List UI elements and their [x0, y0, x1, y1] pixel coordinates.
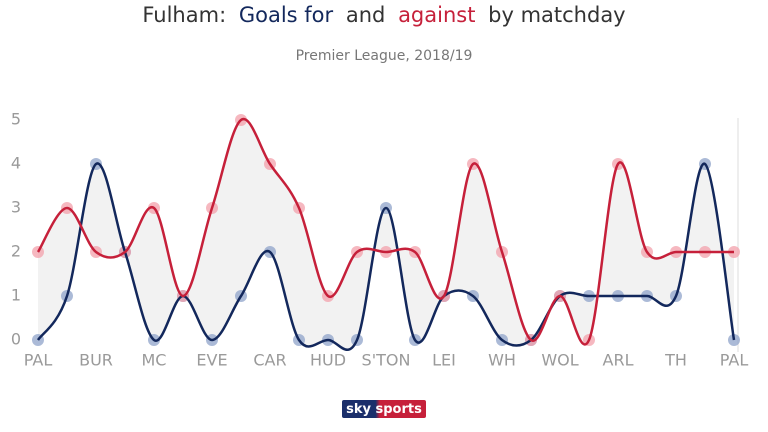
band-fill [38, 119, 734, 350]
title-part: Goals for [239, 3, 334, 27]
title-part: against [398, 3, 475, 27]
series-line [36, 162, 736, 351]
y-tick-label: 2 [11, 242, 21, 261]
chart-title: Fulham: Goals for and against by matchda… [142, 3, 625, 27]
x-tick-label: CAR [253, 351, 286, 370]
title-part: by matchday [488, 3, 625, 27]
x-tick-label: S'TON [362, 351, 411, 370]
x-tick-label: BUR [79, 351, 113, 370]
y-tick-label: 0 [11, 330, 21, 349]
title-part: Fulham: [142, 3, 226, 27]
x-tick-label: WH [488, 351, 516, 370]
logo: sky sports [342, 400, 426, 418]
x-tick-label: TH [664, 351, 687, 370]
x-tick-label: HUD [310, 351, 346, 370]
chart-subtitle: Premier League, 2018/19 [296, 48, 473, 64]
x-tick-label: WOL [541, 351, 578, 370]
title-part: and [346, 3, 386, 27]
y-tick-label: 4 [11, 154, 21, 173]
x-tick-label: EVE [196, 351, 227, 370]
logo-box [342, 400, 426, 418]
x-tick-label: PAL [720, 351, 749, 370]
x-tick-label: PAL [24, 351, 53, 370]
y-tick-label: 5 [11, 110, 21, 129]
logo-text: sky sports [346, 402, 422, 417]
series-line [36, 117, 734, 346]
x-tick-label: ARL [603, 351, 634, 370]
y-tick-label: 3 [11, 198, 21, 217]
y-tick-label: 1 [11, 286, 21, 305]
x-tick-label: LEI [432, 351, 456, 370]
x-tick-label: MC [142, 351, 167, 370]
